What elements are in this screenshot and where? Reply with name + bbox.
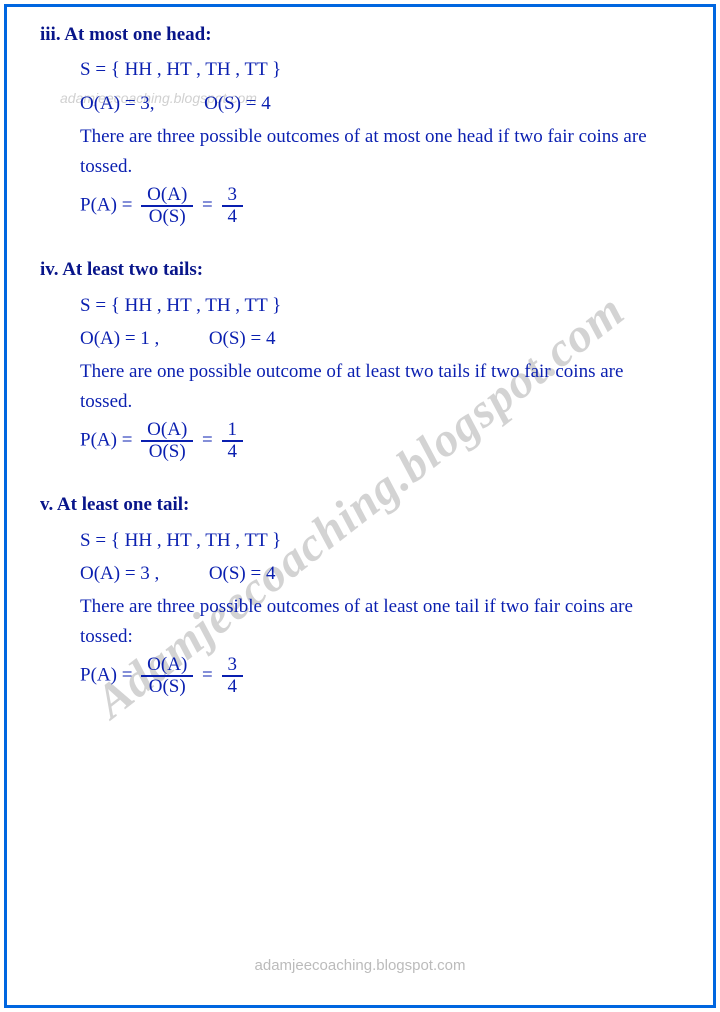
explanation-text: There are one possible outcome of at lea… [80,357,680,416]
section-num: v. [40,494,53,515]
prob-label: P(A) = [80,430,132,451]
section-v: v. At least one tail: S = { HH , HT , TH… [40,490,680,697]
heading-iv: iv. At least two tails: [40,255,680,284]
fraction-oa-os: O(A) O(S) [141,185,193,227]
frac-num: O(A) [141,420,193,442]
frac-num: 3 [222,655,244,677]
o-of-s: O(S) = 4 [209,328,276,349]
section-title: At least two tails: [62,259,203,280]
section-iv: iv. At least two tails: S = { HH , HT , … [40,255,680,462]
outcome-counts: O(A) = 3, O(S) = 4 [80,89,680,118]
heading-iii: iii. At most one head: [40,20,680,49]
o-of-s: O(S) = 4 [209,563,276,584]
prob-label: P(A) = [80,665,132,686]
handwritten-content: iii. At most one head: S = { HH , HT , T… [40,20,680,725]
equals: = [202,430,213,451]
frac-den: 4 [222,207,244,227]
frac-num: 1 [222,420,244,442]
section-title: At least one tail: [57,494,189,515]
fraction-result: 3 4 [222,655,244,697]
section-title: At most one head: [64,24,211,45]
frac-num: 3 [222,185,244,207]
probability-row: P(A) = O(A) O(S) = 3 4 [80,655,680,697]
heading-v: v. At least one tail: [40,490,680,519]
section-num: iv. [40,259,58,280]
frac-den: O(S) [141,677,193,697]
sample-space: S = { HH , HT , TH , TT } [80,291,680,320]
probability-row: P(A) = O(A) O(S) = 3 4 [80,185,680,227]
watermark-bottom: adamjeecoaching.blogspot.com [0,957,720,974]
section-iii: iii. At most one head: S = { HH , HT , T… [40,20,680,227]
fraction-result: 3 4 [222,185,244,227]
equals: = [202,665,213,686]
section-num: iii. [40,24,61,45]
fraction-result: 1 4 [222,420,244,462]
equals: = [202,194,213,215]
explanation-text: There are three possible outcomes of at … [80,592,680,651]
explanation-text: There are three possible outcomes of at … [80,122,680,181]
fraction-oa-os: O(A) O(S) [141,420,193,462]
o-of-a: O(A) = 1 , [80,328,159,349]
sample-space: S = { HH , HT , TH , TT } [80,526,680,555]
frac-num: O(A) [141,185,193,207]
probability-row: P(A) = O(A) O(S) = 1 4 [80,420,680,462]
fraction-oa-os: O(A) O(S) [141,655,193,697]
o-of-a: O(A) = 3 , [80,563,159,584]
frac-den: 4 [222,442,244,462]
frac-den: O(S) [141,207,193,227]
o-of-s: O(S) = 4 [204,93,271,114]
o-of-a: O(A) = 3, [80,93,155,114]
frac-num: O(A) [141,655,193,677]
outcome-counts: O(A) = 3 , O(S) = 4 [80,559,680,588]
sample-space: S = { HH , HT , TH , TT } [80,55,680,84]
outcome-counts: O(A) = 1 , O(S) = 4 [80,324,680,353]
frac-den: 4 [222,677,244,697]
frac-den: O(S) [141,442,193,462]
prob-label: P(A) = [80,194,132,215]
